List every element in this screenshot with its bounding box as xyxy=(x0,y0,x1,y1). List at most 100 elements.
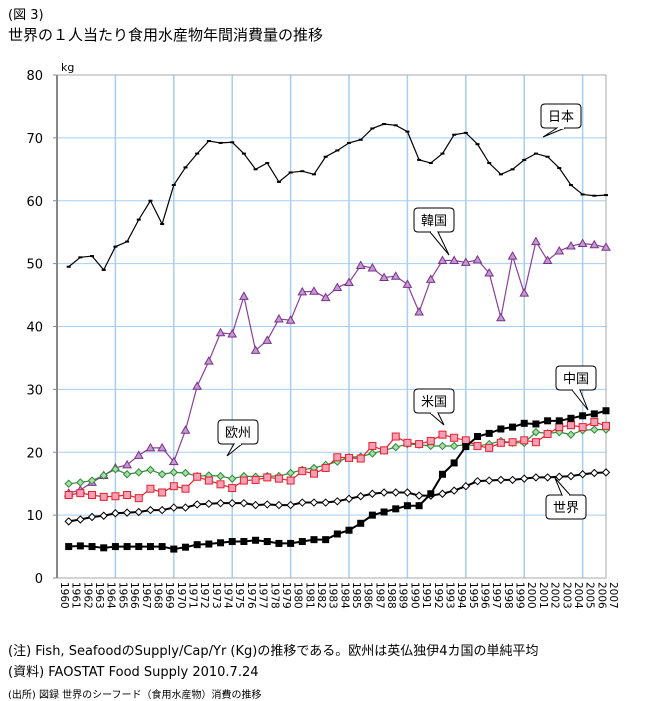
data-point xyxy=(438,489,447,498)
data-point xyxy=(78,256,83,259)
data-point xyxy=(298,538,306,546)
data-point xyxy=(390,271,401,280)
x-tick-label: 1978 xyxy=(268,582,280,609)
x-tick-label: 1960 xyxy=(58,582,70,609)
x-tick-label: 1962 xyxy=(81,582,93,609)
data-point xyxy=(64,479,73,488)
x-tick-label: 2007 xyxy=(607,582,619,609)
data-point xyxy=(122,508,132,517)
data-point xyxy=(544,417,552,425)
data-point xyxy=(508,475,517,485)
y-tick-label: 20 xyxy=(26,446,43,461)
legend-label: 欧州 xyxy=(225,426,251,441)
data-point xyxy=(169,482,178,491)
data-point xyxy=(519,288,530,297)
data-point xyxy=(171,184,176,187)
y-tick-label: 0 xyxy=(35,572,43,587)
data-point xyxy=(333,497,342,506)
data-point xyxy=(251,500,260,510)
data-point xyxy=(382,123,387,126)
data-point xyxy=(157,470,167,479)
data-point xyxy=(276,180,281,183)
data-point xyxy=(274,313,284,323)
callout-box xyxy=(217,419,259,445)
data-point xyxy=(590,468,599,478)
data-point xyxy=(146,484,155,493)
x-tick-label: 1990 xyxy=(408,582,420,609)
callout-世界: 世界 xyxy=(545,477,587,520)
data-point xyxy=(135,543,143,551)
data-point xyxy=(320,292,331,302)
data-point xyxy=(66,265,71,268)
data-point xyxy=(146,505,155,515)
legend-label: 日本 xyxy=(548,110,574,125)
x-tick-label: 1968 xyxy=(151,582,163,609)
data-point xyxy=(577,238,588,248)
x-tick-label: 1967 xyxy=(140,582,152,609)
data-point xyxy=(380,508,388,516)
data-point xyxy=(473,441,482,450)
data-point xyxy=(449,255,460,264)
legend-label: 韓国 xyxy=(421,214,447,229)
data-point xyxy=(64,517,73,526)
y-tick-label: 30 xyxy=(26,383,43,398)
data-point xyxy=(474,433,482,441)
callout-box xyxy=(413,388,455,414)
legend-label: 中国 xyxy=(563,372,589,387)
callout-中国: 中国 xyxy=(555,365,597,411)
data-point xyxy=(487,162,492,165)
data-point xyxy=(332,282,343,292)
data-point xyxy=(216,471,225,481)
data-point xyxy=(578,470,587,479)
data-point xyxy=(76,489,85,498)
data-point xyxy=(88,543,96,551)
data-point xyxy=(170,545,178,553)
data-point xyxy=(438,430,447,439)
data-point xyxy=(391,488,400,497)
data-point xyxy=(367,263,378,272)
data-point xyxy=(251,475,260,484)
x-tick-label: 1987 xyxy=(373,582,385,609)
data-point xyxy=(601,242,611,251)
data-point xyxy=(520,474,529,483)
data-point xyxy=(335,149,340,152)
x-tick-label: 1985 xyxy=(350,582,362,609)
data-point xyxy=(484,476,494,485)
data-point xyxy=(450,433,459,442)
data-point xyxy=(344,494,354,503)
data-point xyxy=(309,469,318,478)
data-point xyxy=(496,438,505,447)
data-point xyxy=(87,512,97,522)
data-point xyxy=(169,503,179,512)
x-tick-label: 1998 xyxy=(502,582,514,609)
data-point xyxy=(192,381,203,390)
data-point xyxy=(403,502,411,510)
data-point xyxy=(265,162,270,165)
data-point xyxy=(262,335,273,344)
x-tick-label: 2006 xyxy=(595,582,607,609)
x-tick-label: 1964 xyxy=(105,582,117,609)
callout-pointer xyxy=(554,477,571,496)
data-point xyxy=(555,417,563,425)
data-point xyxy=(76,478,85,487)
data-point xyxy=(274,500,284,510)
data-point xyxy=(323,155,328,158)
data-point xyxy=(403,488,412,497)
data-point xyxy=(590,425,599,434)
data-point xyxy=(567,414,575,422)
callout-box xyxy=(545,494,587,520)
data-point xyxy=(580,193,585,196)
data-point xyxy=(462,443,470,451)
data-point xyxy=(76,515,85,524)
data-point xyxy=(484,268,495,277)
series-日本 xyxy=(66,123,608,271)
data-point xyxy=(531,427,541,437)
data-point xyxy=(111,465,120,474)
data-point xyxy=(368,511,376,519)
data-point xyxy=(497,425,505,433)
data-point xyxy=(181,484,190,493)
y-axis-label: kg xyxy=(61,61,74,74)
x-tick-label: 2003 xyxy=(560,582,572,609)
